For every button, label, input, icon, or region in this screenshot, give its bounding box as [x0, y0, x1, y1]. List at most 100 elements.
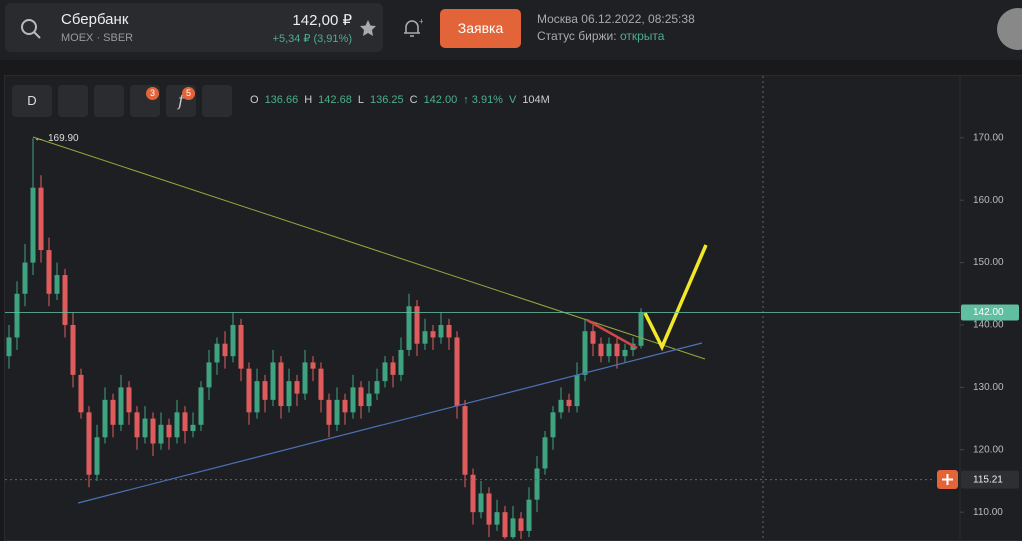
candle-body	[494, 512, 500, 525]
candle-body	[302, 362, 308, 394]
hand-drawn-check	[643, 244, 708, 352]
candle-body	[182, 412, 188, 432]
price: 142,00 ₽	[292, 12, 352, 29]
candle-body	[94, 437, 100, 475]
ohlc-label: O	[250, 94, 259, 106]
crosshair-label: 115.21	[973, 474, 1003, 485]
crosshair-badge	[961, 470, 1019, 489]
ohlc-label: 104M	[522, 94, 550, 106]
chart-panel	[4, 75, 1022, 541]
candle-body	[190, 424, 196, 432]
candle-body	[422, 331, 428, 344]
tool-button[interactable]	[202, 85, 232, 117]
last-price-badge	[961, 304, 1019, 321]
ohlc-label: H	[304, 94, 313, 106]
candle-body	[542, 437, 548, 469]
candle-body	[110, 399, 116, 425]
candle-body	[430, 331, 436, 338]
candle-body	[374, 381, 380, 394]
candle-body	[390, 362, 396, 375]
candle-body	[246, 368, 252, 413]
search-icon[interactable]	[20, 18, 42, 40]
ohlc-value: 136.66	[264, 94, 299, 106]
candle-body	[550, 412, 556, 438]
candle-body	[558, 399, 564, 413]
candle-body	[486, 493, 492, 525]
ticker: MOEX · SBER	[61, 32, 134, 44]
candle-body	[286, 381, 292, 407]
add-button[interactable]	[937, 470, 958, 489]
candle-body	[598, 343, 604, 357]
instrument-name: Сбербанк	[61, 11, 129, 28]
candle-body	[350, 387, 356, 413]
candle-body	[574, 374, 580, 407]
candle-body	[206, 362, 212, 388]
trend-line	[586, 318, 638, 350]
status-value: открыта	[619, 29, 665, 43]
candle-body	[174, 412, 180, 438]
candle-body	[222, 343, 228, 357]
candle-body	[382, 362, 388, 382]
candle-body	[454, 337, 460, 407]
max-marker-label: 169.90	[48, 133, 79, 144]
candle-body	[510, 518, 516, 538]
y-tick-label: 120.00	[973, 444, 1004, 455]
tool-button[interactable]	[94, 85, 124, 117]
exchange-status: Статус биржи: открыта	[537, 29, 664, 43]
candle-body	[278, 362, 284, 407]
candle-body	[30, 187, 36, 263]
candle-body	[622, 349, 628, 357]
candle-body	[214, 343, 220, 363]
top-bar: Сбербанк MOEX · SBER 142,00 ₽ +5,34 ₽ (3…	[0, 0, 1022, 60]
candle-body	[126, 387, 132, 413]
candle-body	[566, 399, 572, 407]
candle-body	[150, 418, 156, 444]
ohlc-label: ↑ 3.91%	[463, 94, 503, 106]
order-button[interactable]: Заявка	[440, 9, 521, 48]
tool-button[interactable]	[58, 85, 88, 117]
y-tick-label: 170.00	[973, 132, 1004, 143]
candle-body	[14, 293, 20, 338]
candle-body	[6, 337, 12, 357]
candle-body	[590, 331, 596, 344]
last-price-label: 142.00	[973, 307, 1004, 318]
ohlc-label: L	[357, 94, 364, 106]
drawings	[32, 136, 708, 504]
favorite-icon[interactable]	[359, 19, 377, 37]
datetime: Москва 06.12.2022, 08:25:38	[537, 12, 695, 26]
candle-body	[462, 406, 468, 475]
candle-body	[334, 399, 340, 425]
ohlc-value: 136.25	[369, 94, 404, 106]
candle-body	[470, 474, 476, 513]
candle-body	[134, 412, 140, 438]
candle-body	[414, 306, 420, 344]
y-tick-label: 130.00	[973, 382, 1004, 393]
candle-body	[318, 368, 324, 400]
candle-body	[342, 399, 348, 413]
candle-body	[38, 187, 44, 251]
candle-body	[54, 275, 60, 294]
candle-body	[438, 324, 444, 338]
candle-body	[606, 343, 612, 357]
candle-body	[534, 468, 540, 500]
instrument-box[interactable]	[5, 3, 383, 52]
alert-icon[interactable]: +	[401, 17, 423, 39]
candle-body	[238, 324, 244, 369]
candle-body	[526, 499, 532, 531]
candle-body	[478, 493, 484, 513]
candle-body	[86, 412, 92, 475]
status-label: Статус биржи:	[537, 29, 617, 43]
candle-body	[406, 306, 412, 350]
candle-body	[62, 275, 68, 325]
candle-body	[638, 312, 644, 346]
interval-button[interactable]: D	[12, 85, 52, 117]
badge: 5	[182, 87, 195, 100]
candle-body	[262, 381, 268, 400]
candle-body	[70, 324, 76, 375]
candle-body	[398, 349, 404, 375]
candle-body	[310, 362, 316, 369]
max-marker: ←	[34, 133, 44, 144]
y-tick-label: 110.00	[973, 507, 1003, 518]
y-tick-label: 160.00	[973, 195, 1004, 206]
